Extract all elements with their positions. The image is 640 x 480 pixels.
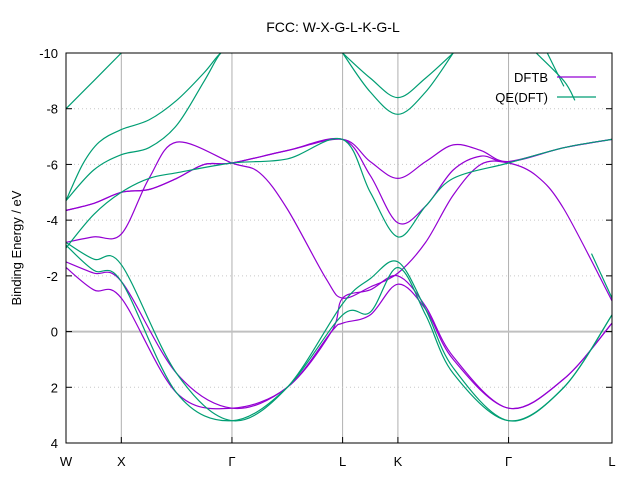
- band-line-dftb-2: [66, 141, 612, 302]
- y-tick-label-5: 0: [51, 325, 58, 340]
- y-tick-label-3: -4: [46, 213, 58, 228]
- band-line-qe-dft-5: [66, 53, 122, 110]
- x-tick-label-4: K: [394, 454, 403, 469]
- band-line-qe-dft-10: [590, 253, 612, 299]
- y-tick-label-7: 4: [51, 436, 58, 451]
- band-line-dftb-4: [66, 138, 612, 211]
- legend: DFTB QE(DFT): [495, 70, 596, 105]
- band-line-qe-dft-0: [66, 244, 612, 422]
- legend-label-dftb: DFTB: [514, 70, 548, 85]
- y-tick-label-1: -8: [46, 102, 58, 117]
- grid: [66, 53, 612, 443]
- band-line-qe-dft-4: [66, 53, 232, 201]
- x-tick-label-3: L: [339, 454, 346, 469]
- y-axis-ticks: -10 -8 -6 -4 -2 0 2 4: [39, 46, 612, 451]
- band-line-qe-dft-1: [66, 241, 612, 422]
- x-tick-label-6: L: [608, 454, 615, 469]
- chart-title: FCC: W-X-G-L-K-G-L: [266, 19, 400, 35]
- x-tick-label-2: Γ: [228, 454, 235, 469]
- band-line-qe-dft-6: [342, 53, 454, 115]
- band-line-qe-dft-9: [546, 53, 565, 87]
- x-tick-label-0: W: [60, 454, 73, 469]
- legend-label-qe-dft: QE(DFT): [495, 90, 548, 105]
- y-tick-label-6: 2: [51, 380, 58, 395]
- y-tick-label-2: -6: [46, 157, 58, 172]
- y-axis-label: Binding Energy / eV: [9, 190, 24, 305]
- x-tick-label-5: Γ: [505, 454, 512, 469]
- plot-frame: [65, 52, 613, 444]
- y-tick-label-4: -2: [46, 269, 58, 284]
- band-line-qe-dft-2: [66, 137, 612, 249]
- band-line-qe-dft-7: [342, 53, 454, 99]
- y-tick-label-0: -10: [39, 46, 58, 61]
- band-line-dftb-1: [66, 261, 612, 410]
- x-tick-label-1: X: [117, 454, 126, 469]
- plot-area: [66, 53, 612, 422]
- band-line-qe-dft-8: [535, 53, 576, 101]
